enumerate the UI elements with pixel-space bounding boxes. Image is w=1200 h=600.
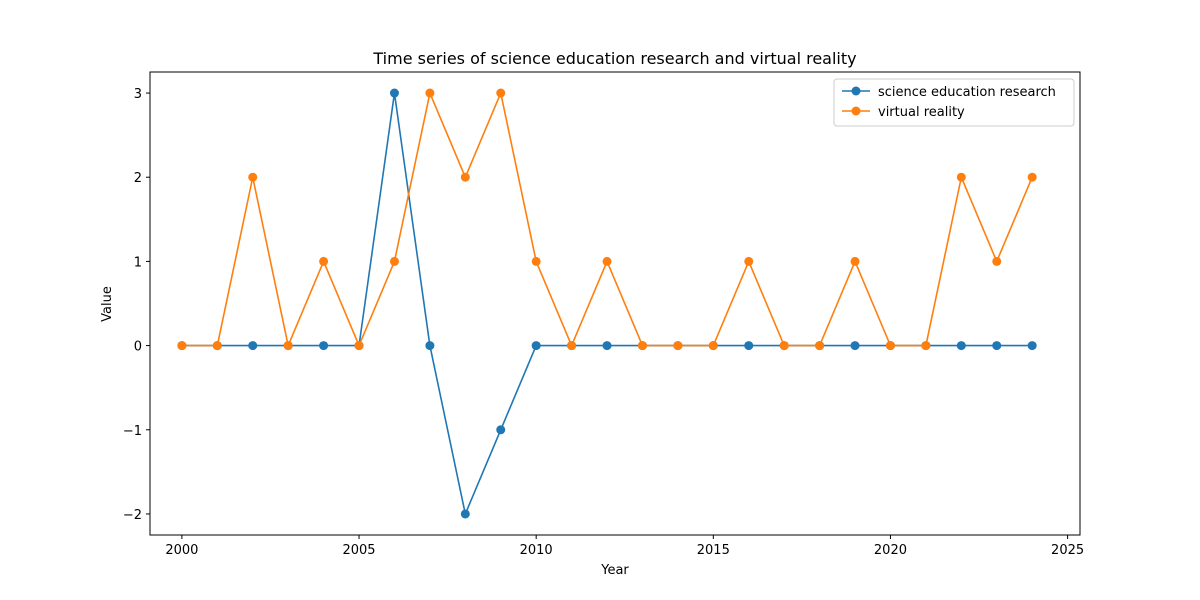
data-point — [708, 341, 718, 351]
data-point — [992, 341, 1002, 351]
legend-item: science education research — [842, 85, 1056, 100]
plot-area — [149, 71, 1081, 536]
series-layer — [177, 88, 1037, 519]
data-point — [354, 341, 364, 351]
y-tick-label: 1 — [134, 255, 142, 270]
x-tick-label: 2020 — [874, 543, 907, 558]
data-point — [212, 341, 222, 351]
y-tick-label: 0 — [134, 340, 142, 355]
x-tick-label: 2015 — [697, 543, 730, 558]
data-point — [531, 256, 541, 266]
y-axis-label: Value — [100, 286, 115, 322]
data-point — [637, 341, 647, 351]
data-point — [460, 172, 470, 182]
data-point — [992, 256, 1002, 266]
y-tick-label: −2 — [123, 508, 142, 523]
data-point — [248, 341, 258, 351]
data-point — [673, 341, 683, 351]
data-point — [319, 341, 329, 351]
legend-item: virtual reality — [842, 105, 965, 120]
data-point — [885, 341, 895, 351]
data-point — [744, 256, 754, 266]
data-point — [425, 341, 435, 351]
data-point — [850, 341, 860, 351]
y-tick-label: 2 — [134, 171, 142, 186]
data-point — [956, 172, 966, 182]
data-point — [319, 256, 329, 266]
data-point — [779, 341, 789, 351]
data-point — [744, 341, 754, 351]
axes-frame — [149, 71, 1081, 536]
data-point — [389, 256, 399, 266]
data-point — [602, 341, 612, 351]
data-point — [496, 425, 506, 435]
x-axis: 2000 2005 2010 2015 2020 2025 — [165, 535, 1084, 558]
legend: science education research virtual realit… — [833, 78, 1075, 127]
legend-marker — [851, 86, 861, 96]
y-tick-label: −1 — [123, 424, 142, 439]
x-tick-label: 2010 — [520, 543, 553, 558]
data-point — [460, 509, 470, 519]
x-tick-label: 2000 — [165, 543, 198, 558]
data-point — [283, 341, 293, 351]
legend-label: virtual reality — [878, 105, 965, 120]
data-point — [921, 341, 931, 351]
data-point — [496, 88, 506, 98]
data-point — [248, 172, 258, 182]
data-point — [602, 256, 612, 266]
x-axis-label: Year — [600, 563, 629, 578]
data-point — [177, 341, 187, 351]
data-point — [425, 88, 435, 98]
data-point — [1027, 341, 1037, 351]
data-point — [389, 88, 399, 98]
data-point — [1027, 172, 1037, 182]
x-tick-label: 2005 — [342, 543, 375, 558]
y-tick-label: 3 — [134, 87, 142, 102]
y-axis: −2 −1 0 1 2 3 — [123, 87, 150, 523]
legend-marker — [851, 106, 861, 116]
data-point — [850, 256, 860, 266]
data-point — [531, 341, 541, 351]
data-point — [567, 341, 577, 351]
x-tick-label: 2025 — [1051, 543, 1084, 558]
legend-box — [833, 78, 1075, 127]
data-point — [815, 341, 825, 351]
data-point — [956, 341, 966, 351]
series-2 — [177, 88, 1037, 351]
legend-label: science education research — [878, 85, 1056, 100]
chart-title: Time series of science education researc… — [372, 49, 856, 68]
